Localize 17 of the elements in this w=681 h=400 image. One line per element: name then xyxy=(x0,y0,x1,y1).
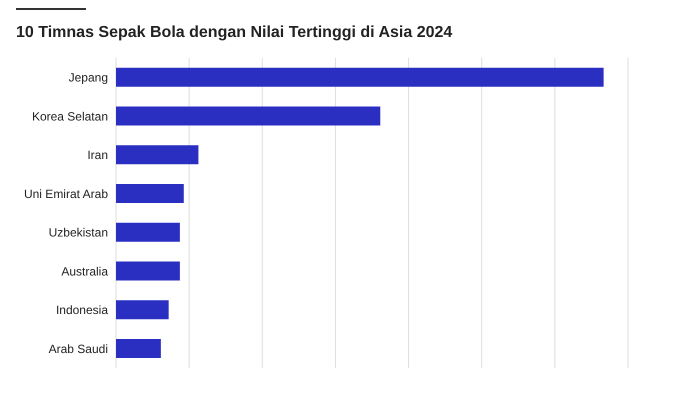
y-tick-label: Uni Emirat Arab xyxy=(24,186,108,201)
y-tick-label: Iran xyxy=(87,148,108,162)
bar xyxy=(116,184,184,203)
y-tick-label: Australia xyxy=(61,264,108,278)
bar xyxy=(116,106,380,126)
chart-title: 10 Timnas Sepak Bola dengan Nilai Tertinggi di Asia 2024 xyxy=(16,24,454,42)
bar xyxy=(116,222,180,242)
y-tick-label: Arab Saudi xyxy=(48,342,108,356)
y-tick-label: Korea Selatan xyxy=(32,109,108,124)
bar xyxy=(116,145,198,164)
bar xyxy=(116,338,161,358)
y-tick-label: Indonesia xyxy=(56,303,108,318)
y-tick-label: Uzbekistan xyxy=(48,226,108,240)
y-tick-label: Jepang xyxy=(68,70,108,85)
bar xyxy=(116,68,604,87)
bar xyxy=(116,261,180,280)
bar xyxy=(116,300,169,320)
